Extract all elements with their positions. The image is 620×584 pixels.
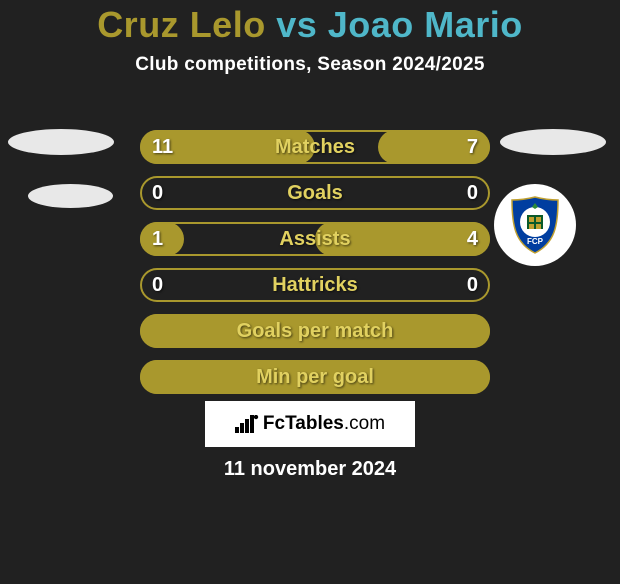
brand-tld: .com — [344, 413, 385, 434]
stat-row: Goals0 0 — [0, 170, 620, 216]
stat-row: Matches11 7 — [0, 124, 620, 170]
stat-label: Assists — [140, 228, 490, 251]
stat-row: Assists1 4 — [0, 216, 620, 262]
player1-name: Cruz Lelo — [97, 4, 266, 45]
stat-value-right: 0 — [467, 182, 478, 205]
date-text: 11 november 2024 — [0, 458, 620, 481]
stat-value-left: 0 — [152, 274, 163, 297]
player2-name: Joao Mario — [328, 4, 523, 45]
stats-board: Matches117Goals00Assists14Hattricks00Goa… — [0, 124, 620, 400]
stat-value-left: 11 — [152, 136, 173, 159]
stat-value-right: 7 — [467, 136, 478, 159]
stat-value-left: 1 — [152, 228, 163, 251]
fctables-logo-icon — [235, 415, 259, 433]
subtitle: Club competitions, Season 2024/2025 — [0, 54, 620, 76]
brand-text: FcTables.com — [263, 413, 385, 435]
stat-row: Goals per match — [0, 308, 620, 354]
stat-row: Min per goal — [0, 354, 620, 400]
stat-row: Hattricks0 0 — [0, 262, 620, 308]
stat-value-right: 4 — [467, 228, 478, 251]
stat-label: Goals — [140, 182, 490, 205]
stat-value-left: 0 — [152, 182, 163, 205]
stat-value-right: 0 — [467, 274, 478, 297]
vs-text: vs — [266, 4, 328, 45]
brand-bar: FcTables.com — [205, 401, 415, 447]
stat-label: Min per goal — [140, 366, 490, 389]
stat-label: Hattricks — [140, 274, 490, 297]
stat-label: Matches — [140, 136, 490, 159]
stat-label: Goals per match — [140, 320, 490, 343]
page-title: Cruz Lelo vs Joao Mario — [0, 4, 620, 46]
brand-name: FcTables — [263, 413, 344, 434]
